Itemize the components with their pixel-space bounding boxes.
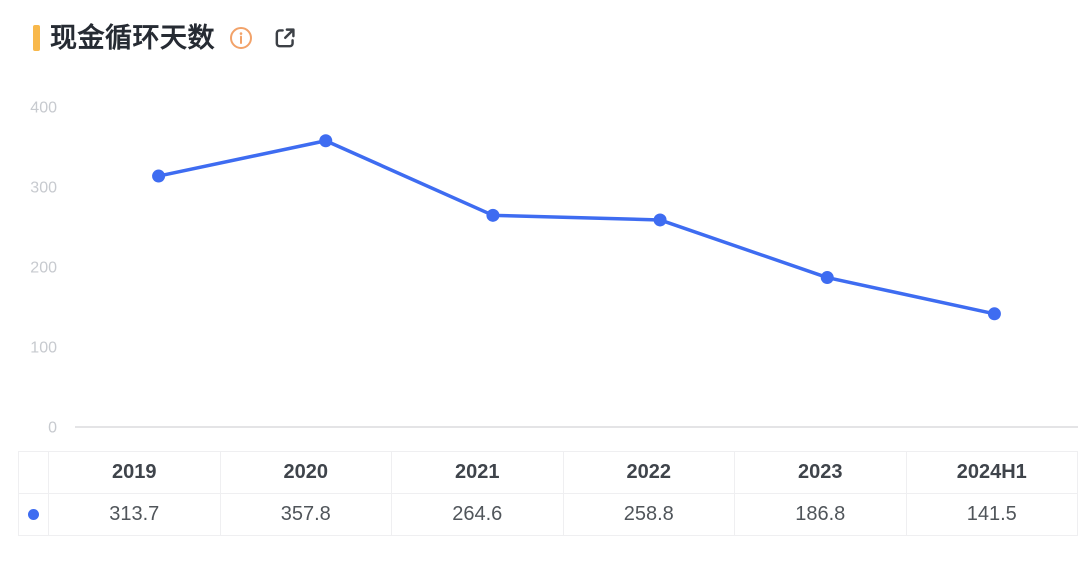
data-point[interactable]: [319, 134, 333, 148]
table-value-row: 313.7 357.8 264.6 258.8 186.8 141.5: [18, 493, 1078, 536]
info-icon[interactable]: [229, 26, 253, 50]
y-axis-tick-label: 100: [30, 340, 57, 357]
data-point[interactable]: [653, 213, 667, 227]
y-axis-tick-label: 400: [30, 100, 57, 117]
table-value-cell: 313.7: [48, 493, 221, 536]
title-accent-bar: [33, 25, 40, 51]
table-value-cell: 258.8: [562, 493, 735, 536]
legend-header-cell: [18, 451, 49, 494]
card-header: 现金循环天数: [33, 20, 299, 56]
table-col-header: 2022: [562, 451, 735, 494]
data-point[interactable]: [987, 307, 1001, 321]
table-value-cell: 264.6: [391, 493, 564, 536]
page-title: 现金循环天数: [50, 23, 215, 53]
data-point[interactable]: [486, 208, 500, 222]
table-col-header: 2024H1: [905, 451, 1078, 494]
trend-line: [156, 139, 997, 316]
y-axis-tick-label: 300: [30, 180, 57, 197]
y-axis-tick-label: 200: [30, 260, 57, 277]
table-col-header: 2021: [391, 451, 564, 494]
data-point[interactable]: [152, 169, 166, 183]
table-value-cell: 357.8: [219, 493, 392, 536]
data-table: 2019 2020 2021 2022 2023 2024H1 313.7 35…: [18, 451, 1078, 536]
external-link-icon[interactable]: [271, 24, 299, 52]
y-axis-tick-label: 0: [48, 420, 57, 437]
table-value-cell: 141.5: [905, 493, 1078, 536]
table-col-header: 2020: [219, 451, 392, 494]
legend-cell: [18, 493, 49, 536]
table-col-header: 2023: [734, 451, 907, 494]
series-legend-dot: [28, 509, 39, 521]
table-col-header: 2019: [48, 451, 221, 494]
line-chart: 0 100 200 300 400: [30, 100, 1078, 437]
table-header-row: 2019 2020 2021 2022 2023 2024H1: [18, 451, 1078, 494]
data-point[interactable]: [820, 271, 834, 285]
table-value-cell: 186.8: [734, 493, 907, 536]
